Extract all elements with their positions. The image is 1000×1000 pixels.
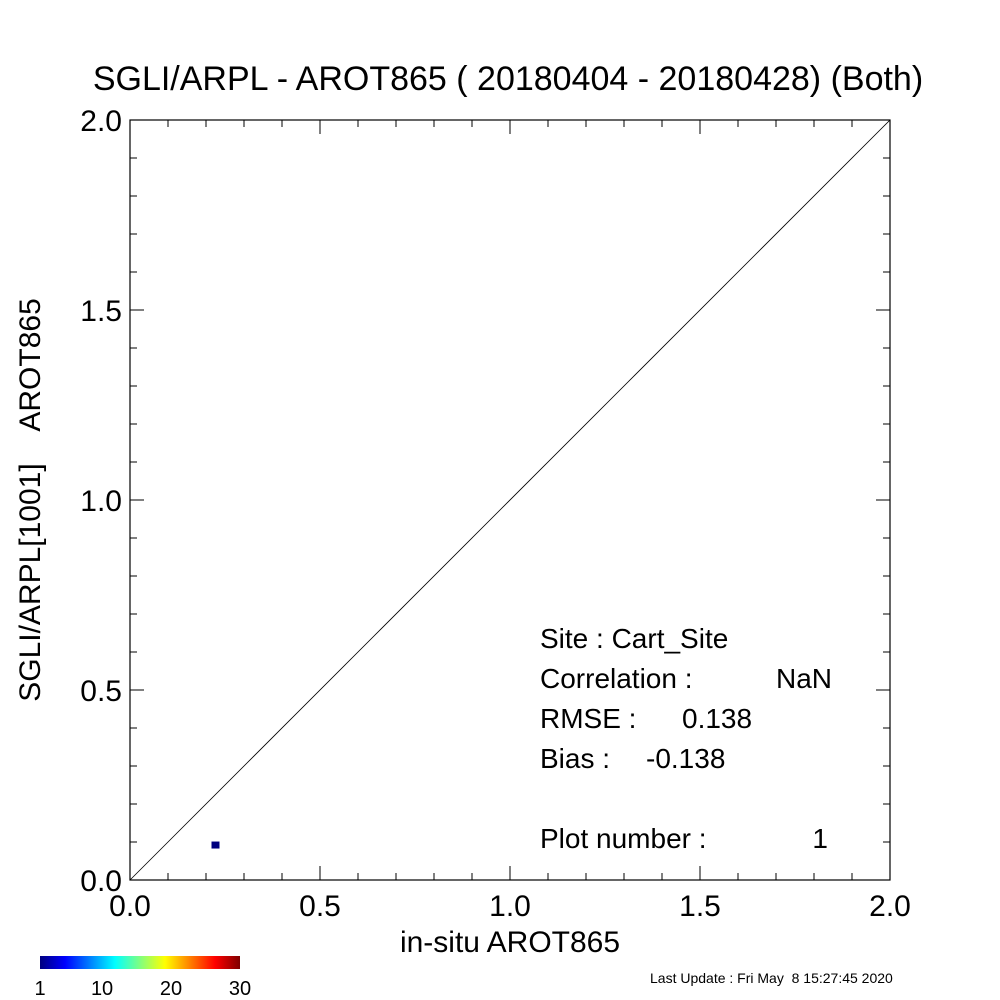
plot-area bbox=[129, 119, 891, 881]
x-axis-label: in-situ AROT865 bbox=[400, 926, 620, 959]
x-tick-label: 0.0 bbox=[109, 890, 151, 923]
colorbar-tick-label: 10 bbox=[91, 978, 113, 1000]
x-tick-labels: 0.0 0.5 1.0 1.5 2.0 bbox=[109, 890, 911, 923]
last-update-text: Last Update : Fri May 8 15:27:45 2020 bbox=[650, 970, 893, 986]
correlation-value: NaN bbox=[776, 663, 832, 694]
y-tick-label: 1.0 bbox=[80, 485, 122, 518]
x-tick-label: 1.5 bbox=[679, 890, 721, 923]
plot-number-value: 1 bbox=[812, 823, 828, 854]
y-tick-label: 0.5 bbox=[80, 675, 122, 708]
y-tick-label: 2.0 bbox=[80, 105, 122, 138]
rmse-value: 0.138 bbox=[682, 703, 752, 734]
plot-number-label: Plot number : bbox=[540, 823, 707, 854]
colorbar-gradient bbox=[40, 956, 240, 969]
bias-label: Bias : bbox=[540, 743, 610, 774]
axis-ticks bbox=[129, 119, 891, 881]
site-text: Site : Cart_Site bbox=[540, 623, 728, 654]
colorbar-tick-label: 1 bbox=[34, 978, 45, 1000]
x-tick-label: 2.0 bbox=[869, 890, 911, 923]
y-tick-label: 1.5 bbox=[80, 295, 122, 328]
colorbar-tick-labels: 1 10 20 30 bbox=[34, 978, 251, 1000]
x-tick-label: 1.0 bbox=[489, 890, 531, 923]
data-points bbox=[211, 841, 220, 849]
scatter-point bbox=[211, 841, 220, 849]
bias-value: -0.138 bbox=[646, 743, 725, 774]
x-tick-label: 0.5 bbox=[299, 890, 341, 923]
chart-title: SGLI/ARPL - AROT865 ( 20180404 - 2018042… bbox=[93, 60, 923, 98]
y-tick-label: 0.0 bbox=[80, 865, 122, 898]
stats-annotation: Site : Cart_Site Correlation : NaN RMSE … bbox=[540, 623, 832, 854]
rmse-label: RMSE : bbox=[540, 703, 636, 734]
y-tick-labels: 0.0 0.5 1.0 1.5 2.0 bbox=[80, 105, 122, 898]
one-to-one-line bbox=[129, 119, 891, 881]
y-axis-label: SGLI/ARPL[1001] AROT865 bbox=[14, 298, 47, 702]
colorbar: 1 10 20 30 bbox=[34, 956, 251, 1000]
colorbar-tick-label: 30 bbox=[229, 978, 251, 1000]
colorbar-tick-label: 20 bbox=[160, 978, 182, 1000]
correlation-label: Correlation : bbox=[540, 663, 693, 694]
